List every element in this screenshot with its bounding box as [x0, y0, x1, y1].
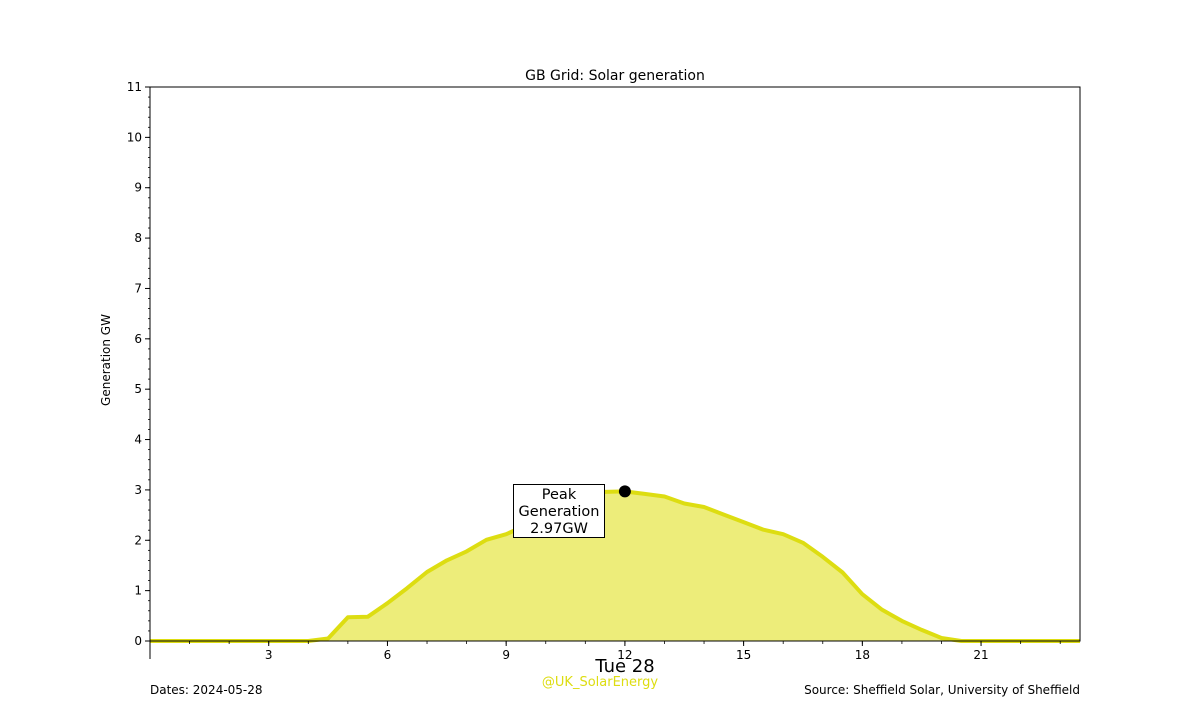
y-tick-label: 9 — [134, 181, 142, 195]
plot-frame — [149, 86, 1081, 642]
y-tick-label: 1 — [134, 584, 142, 598]
x-tick-label: 18 — [855, 648, 870, 662]
y-tick-label: 11 — [127, 80, 142, 94]
plot-area — [150, 485, 1080, 643]
twitter-handle: @UK_SolarEnergy — [541, 675, 659, 690]
peak-annotation-line-3: 2.97GW — [530, 521, 588, 537]
y-tick-label: 4 — [134, 433, 142, 447]
y-tick-label: 7 — [134, 281, 142, 295]
peak-annotation: Peak Generation 2.97GW — [513, 484, 605, 538]
chart-title: GB Grid: Solar generation — [525, 68, 705, 84]
x-tick-label: 9 — [502, 648, 510, 662]
y-tick-label: 2 — [134, 533, 142, 547]
series-0-area — [150, 491, 1080, 641]
x-tick-label: 12 — [617, 648, 632, 662]
peak-annotation-line-1: Peak — [541, 487, 577, 503]
peak-annotation-line-2: Generation — [518, 504, 600, 520]
y-tick-label: 5 — [134, 382, 142, 396]
y-tick-label: 10 — [127, 130, 142, 144]
y-tick-label: 8 — [134, 231, 142, 245]
x-tick-label: 15 — [736, 648, 751, 662]
x-tick-label: 6 — [384, 648, 392, 662]
source-label: Source: Sheffield Solar, University of S… — [804, 683, 1080, 697]
y-axis-label: Generation GW — [99, 314, 113, 406]
x-tick-label: 3 — [265, 648, 273, 662]
y-tick-label: 6 — [134, 332, 142, 346]
y-tick-label: 0 — [134, 634, 142, 648]
dates-label: Dates: 2024-05-28 — [150, 683, 263, 697]
x-axis-day-label: Tue 28 — [595, 656, 655, 677]
peak-marker — [618, 485, 631, 498]
x-tick-label: 21 — [973, 648, 988, 662]
y-tick-label: 3 — [134, 483, 142, 497]
